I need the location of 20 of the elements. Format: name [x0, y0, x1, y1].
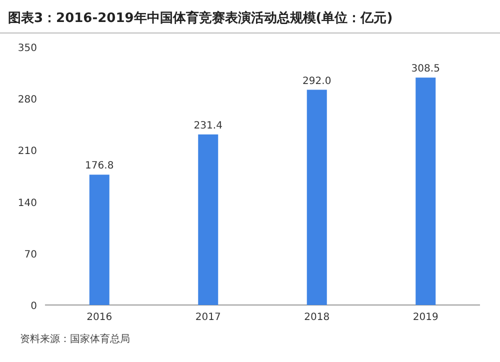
- y-tick-label: 0: [30, 301, 37, 312]
- bar: [416, 78, 436, 305]
- bar: [89, 174, 110, 305]
- chart-title: 图表3：2016-2019年中国体育竞赛表演活动总规模(单位：亿元): [8, 10, 393, 26]
- x-tick-label: 2016: [86, 312, 112, 323]
- data-label: 176.8: [85, 160, 114, 172]
- bar: [306, 90, 327, 305]
- data-label: 308.5: [411, 64, 440, 75]
- y-tick-label: 350: [18, 43, 37, 54]
- data-label: 231.4: [194, 120, 222, 132]
- data-label: 292.0: [302, 76, 332, 87]
- x-tick-label: 2019: [412, 312, 438, 323]
- x-tick-label: 2018: [304, 312, 330, 323]
- y-tick-label: 70: [24, 249, 37, 260]
- text: 资料来源：国家体育总局: [20, 333, 130, 345]
- y-tick-label: 210: [18, 146, 37, 158]
- bar: [198, 134, 218, 305]
- y-tick-label: 140: [18, 198, 37, 209]
- x-tick-label: 2017: [195, 312, 221, 323]
- y-tick-label: 280: [18, 94, 37, 106]
